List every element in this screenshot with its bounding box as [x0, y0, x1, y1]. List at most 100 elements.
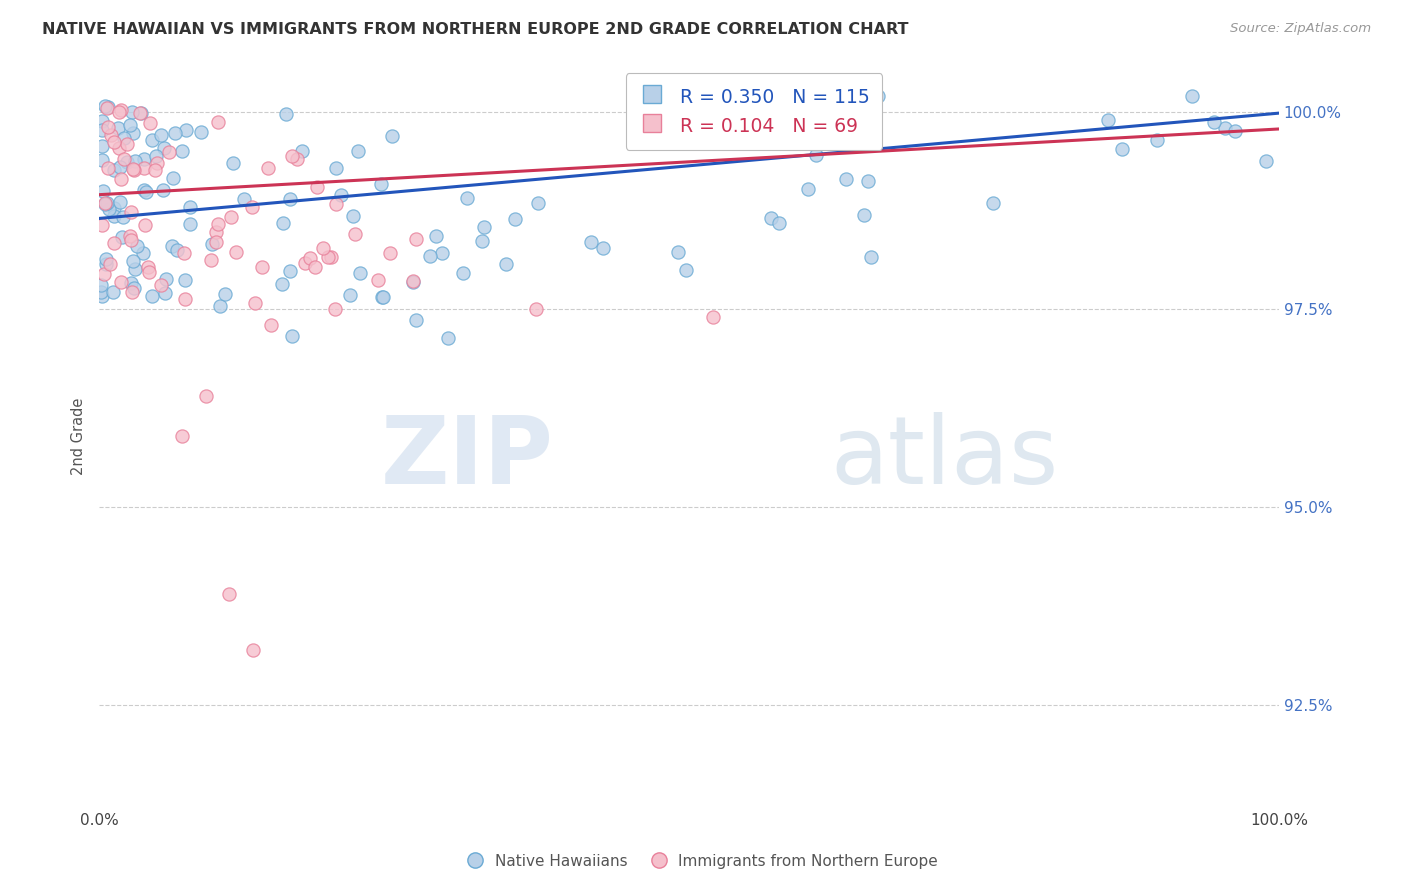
Point [208, 299, 231, 313]
Point [173, 245, 195, 260]
Point [278, 264, 301, 278]
Point [666, 245, 689, 260]
Point [155, 285, 177, 300]
Point [856, 173, 879, 187]
Point [371, 290, 394, 304]
Point [330, 188, 353, 202]
Point [207, 217, 229, 231]
Point [205, 235, 228, 249]
Point [136, 260, 159, 275]
Point [402, 274, 425, 288]
Point [110, 160, 132, 174]
Point [200, 253, 222, 268]
Point [325, 302, 347, 317]
Point [402, 276, 425, 290]
Point [129, 105, 152, 120]
Point [505, 211, 527, 226]
Point [702, 310, 724, 325]
Point [134, 219, 156, 233]
Point [339, 288, 361, 302]
Point [232, 192, 254, 206]
Point [132, 152, 155, 166]
Point [291, 144, 314, 158]
Point [245, 296, 267, 310]
Point [141, 133, 163, 147]
Point [274, 107, 297, 121]
Point [495, 257, 517, 271]
Point [240, 200, 263, 214]
Point [321, 250, 343, 264]
Point [90, 285, 112, 300]
Point [90, 277, 112, 292]
Point [675, 263, 697, 277]
Point [981, 196, 1004, 211]
Point [152, 141, 174, 155]
Point [281, 149, 304, 163]
Point [325, 161, 347, 176]
Point [98, 257, 121, 271]
Point [852, 208, 875, 222]
Point [122, 280, 145, 294]
Point [1254, 154, 1277, 169]
Point [471, 234, 494, 248]
Point [97, 120, 120, 135]
Point [138, 265, 160, 279]
Point [768, 216, 790, 230]
Point [103, 209, 125, 223]
Point [120, 276, 142, 290]
Point [90, 218, 112, 232]
Point [242, 642, 264, 657]
Legend: Native Hawaiians, Immigrants from Northern Europe: Native Hawaiians, Immigrants from Northe… [461, 848, 945, 875]
Point [120, 234, 142, 248]
Point [1181, 88, 1204, 103]
Point [111, 229, 134, 244]
Point [166, 244, 188, 258]
Point [451, 266, 474, 280]
Point [112, 131, 135, 145]
Point [103, 201, 125, 215]
Point [1146, 133, 1168, 147]
Point [325, 197, 347, 211]
Point [157, 145, 180, 160]
Point [121, 285, 143, 299]
Point [307, 180, 329, 194]
Point [93, 99, 115, 113]
Point [96, 196, 118, 211]
Point [121, 161, 143, 176]
Point [96, 101, 118, 115]
Point [122, 126, 145, 140]
Point [103, 163, 125, 178]
Point [437, 331, 460, 345]
Point [205, 225, 228, 239]
Point [91, 289, 114, 303]
Point [152, 183, 174, 197]
Point [219, 210, 242, 224]
Point [124, 153, 146, 168]
Point [405, 313, 427, 327]
Point [100, 128, 122, 142]
Point [97, 161, 120, 175]
Point [271, 277, 294, 291]
Point [108, 195, 131, 210]
Point [218, 587, 240, 601]
Point [225, 244, 247, 259]
Point [163, 126, 186, 140]
Point [194, 389, 217, 403]
Point [1204, 115, 1226, 129]
Point [347, 145, 370, 159]
Point [207, 114, 229, 128]
Point [103, 136, 125, 150]
Point [1111, 142, 1133, 156]
Point [859, 250, 882, 264]
Point [121, 253, 143, 268]
Point [273, 216, 295, 230]
Point [143, 163, 166, 178]
Point [150, 277, 173, 292]
Point [174, 123, 197, 137]
Point [112, 210, 135, 224]
Point [298, 251, 321, 265]
Text: NATIVE HAWAIIAN VS IMMIGRANTS FROM NORTHERN EUROPE 2ND GRADE CORRELATION CHART: NATIVE HAWAIIAN VS IMMIGRANTS FROM NORTH… [42, 22, 908, 37]
Point [278, 192, 301, 206]
Point [132, 246, 155, 260]
Point [174, 273, 197, 287]
